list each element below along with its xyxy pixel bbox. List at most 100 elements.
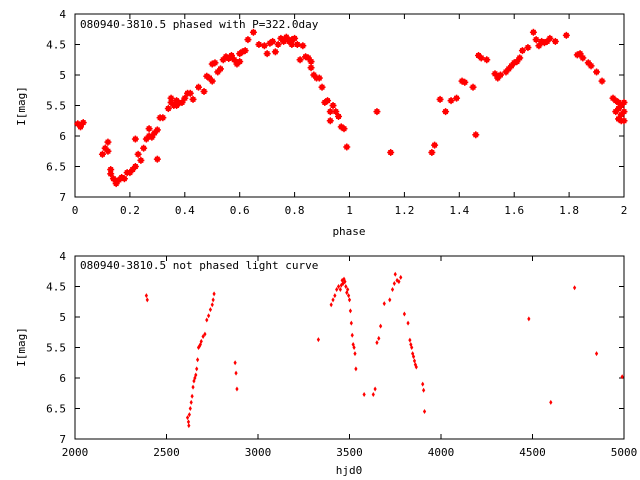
data-point (153, 126, 161, 134)
data-point (399, 274, 403, 280)
data-point (598, 77, 606, 85)
y-tick-label: 6 (59, 372, 66, 385)
y-tick-label: 5 (59, 69, 66, 82)
data-point (576, 50, 584, 58)
data-point (296, 56, 304, 64)
x-tick-label: 5000 (611, 446, 638, 459)
data-point (187, 423, 191, 429)
data-point (572, 285, 577, 291)
data-point (324, 97, 332, 105)
data-point (210, 302, 214, 308)
data-point (620, 108, 628, 116)
data-point (422, 387, 426, 393)
data-point (620, 98, 628, 106)
data-point (412, 358, 417, 364)
data-point (422, 409, 427, 415)
data-point (414, 364, 418, 370)
data-point (579, 54, 587, 62)
data-point (620, 374, 624, 380)
data-point (195, 366, 199, 372)
data-point (491, 70, 499, 78)
x-tick-label: 3500 (336, 446, 363, 459)
x-tick-label: 1.2 (394, 204, 414, 217)
data-point (104, 138, 112, 146)
data-point (307, 64, 315, 72)
data-point (178, 98, 186, 106)
data-point (350, 332, 354, 338)
data-point (335, 112, 343, 120)
data-point (211, 59, 219, 67)
data-point (208, 77, 216, 85)
data-point (291, 34, 299, 42)
data-point (227, 51, 235, 59)
data-point (535, 42, 543, 50)
data-point (410, 345, 414, 350)
data-point (187, 412, 191, 418)
data-point (477, 54, 485, 62)
data-point (524, 44, 532, 52)
data-point (104, 147, 112, 155)
data-point (185, 415, 190, 421)
data-point (335, 287, 339, 293)
y-tick-label: 6 (59, 130, 66, 143)
x-tick-label: 1.4 (449, 204, 469, 217)
data-point (436, 95, 444, 103)
data-point (397, 279, 401, 285)
data-point (388, 297, 392, 303)
data-point (188, 406, 192, 411)
data-point (145, 297, 149, 303)
data-point (236, 58, 244, 66)
data-point (382, 301, 386, 307)
data-point (395, 277, 399, 283)
data-point (373, 386, 377, 392)
data-point (354, 366, 358, 372)
data-point (377, 335, 381, 341)
x-tick-label: 2500 (153, 446, 180, 459)
data-point (107, 170, 115, 178)
data-point (120, 175, 128, 183)
data-point (562, 31, 570, 39)
data-point (352, 345, 356, 350)
data-point (244, 36, 252, 44)
data-point (255, 41, 263, 48)
data-point (134, 150, 142, 158)
data-point (549, 399, 553, 405)
y-tick-label: 4 (59, 250, 66, 263)
x-tick-label: 1.6 (504, 204, 524, 217)
x-axis-label: hjd0 (336, 464, 363, 477)
y-tick-label: 4 (59, 8, 66, 21)
data-point (406, 320, 410, 326)
data-point (189, 399, 193, 405)
data-point (587, 62, 595, 70)
data-point (513, 58, 521, 66)
data-point (496, 71, 504, 79)
data-point (153, 155, 161, 163)
data-point (336, 284, 341, 289)
data-point (594, 351, 599, 357)
data-point (112, 180, 120, 188)
x-tick-label: 0.2 (120, 204, 140, 217)
data-point (230, 56, 238, 64)
data-point (145, 125, 153, 133)
data-point (329, 302, 333, 308)
y-axis-label: I[mag] (15, 327, 28, 367)
data-point (249, 28, 257, 36)
data-point (346, 293, 351, 299)
x-tick-label: 2 (621, 204, 628, 217)
x-tick-label: 0.6 (230, 204, 250, 217)
data-points (74, 28, 628, 188)
data-point (349, 320, 353, 326)
data-point (315, 74, 323, 82)
data-point (191, 384, 195, 390)
data-point (351, 341, 355, 347)
data-point (442, 108, 450, 116)
data-point (516, 54, 524, 62)
data-point (431, 141, 439, 149)
data-point (593, 68, 601, 76)
data-point (196, 357, 200, 363)
data-point (375, 340, 379, 346)
data-point (546, 34, 554, 42)
data-point (140, 144, 148, 152)
y-tick-label: 4.5 (46, 281, 66, 294)
data-point (234, 370, 238, 376)
